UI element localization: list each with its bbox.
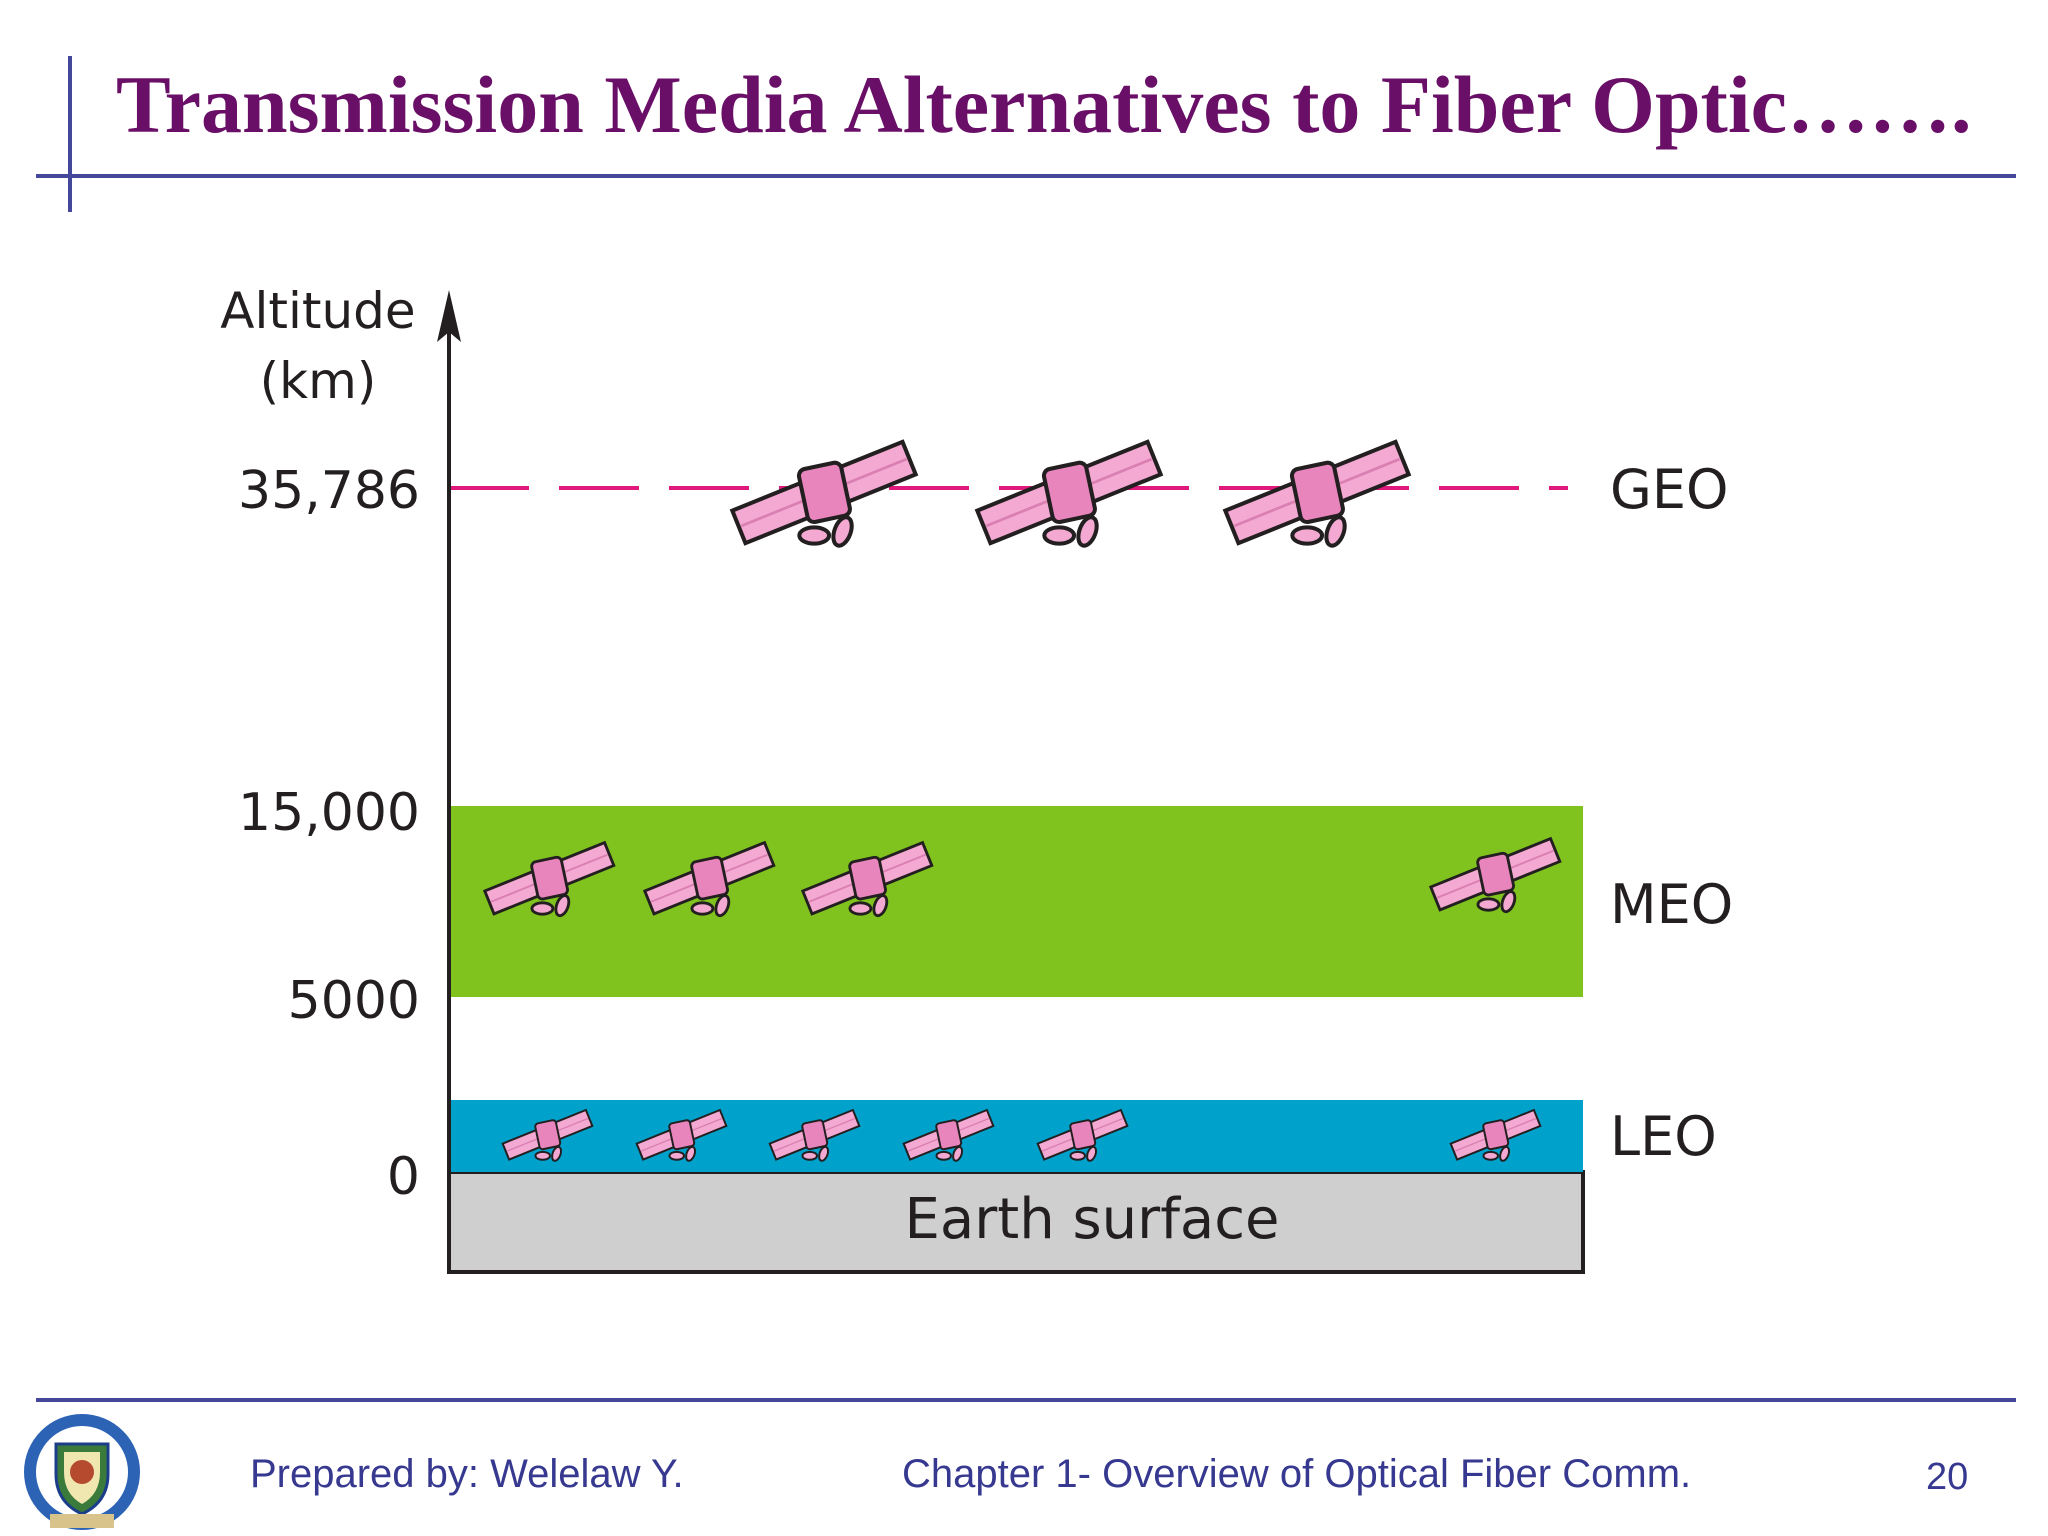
footer-chapter: Chapter 1- Overview of Optical Fiber Com…	[902, 1452, 1692, 1496]
title-vertical-rule	[68, 56, 72, 212]
leo-band	[449, 1100, 1583, 1172]
university-seal-icon	[24, 1414, 140, 1530]
tick-label-geo: 35,786	[238, 461, 420, 521]
orbit-label-geo: GEO	[1610, 458, 1728, 521]
satellite-icon	[1225, 442, 1408, 548]
page-number: 20	[1926, 1456, 1969, 1498]
axis-title-line1: Altitude	[220, 282, 415, 340]
satellite-icon	[977, 442, 1160, 548]
arrow-up-icon	[437, 290, 461, 342]
axis-title-line2: (km)	[260, 352, 377, 410]
tick-label-0: 0	[387, 1147, 420, 1207]
satellite-icon	[732, 442, 915, 548]
tick-label-5000: 5000	[288, 971, 420, 1031]
tick-label-15000: 15,000	[238, 783, 420, 843]
slide-title: Transmission Media Alternatives to Fiber…	[116, 59, 1972, 150]
title-underline-rule	[36, 174, 2016, 178]
earth-surface-block	[447, 1170, 1585, 1274]
earth-surface-label: Earth surface	[905, 1187, 1280, 1252]
footer-rule	[36, 1398, 2016, 1402]
orbit-label-leo: LEO	[1610, 1105, 1717, 1168]
orbit-label-meo: MEO	[1610, 873, 1733, 936]
meo-band	[449, 806, 1583, 997]
footer-author: Prepared by: Welelaw Y.	[250, 1452, 684, 1496]
